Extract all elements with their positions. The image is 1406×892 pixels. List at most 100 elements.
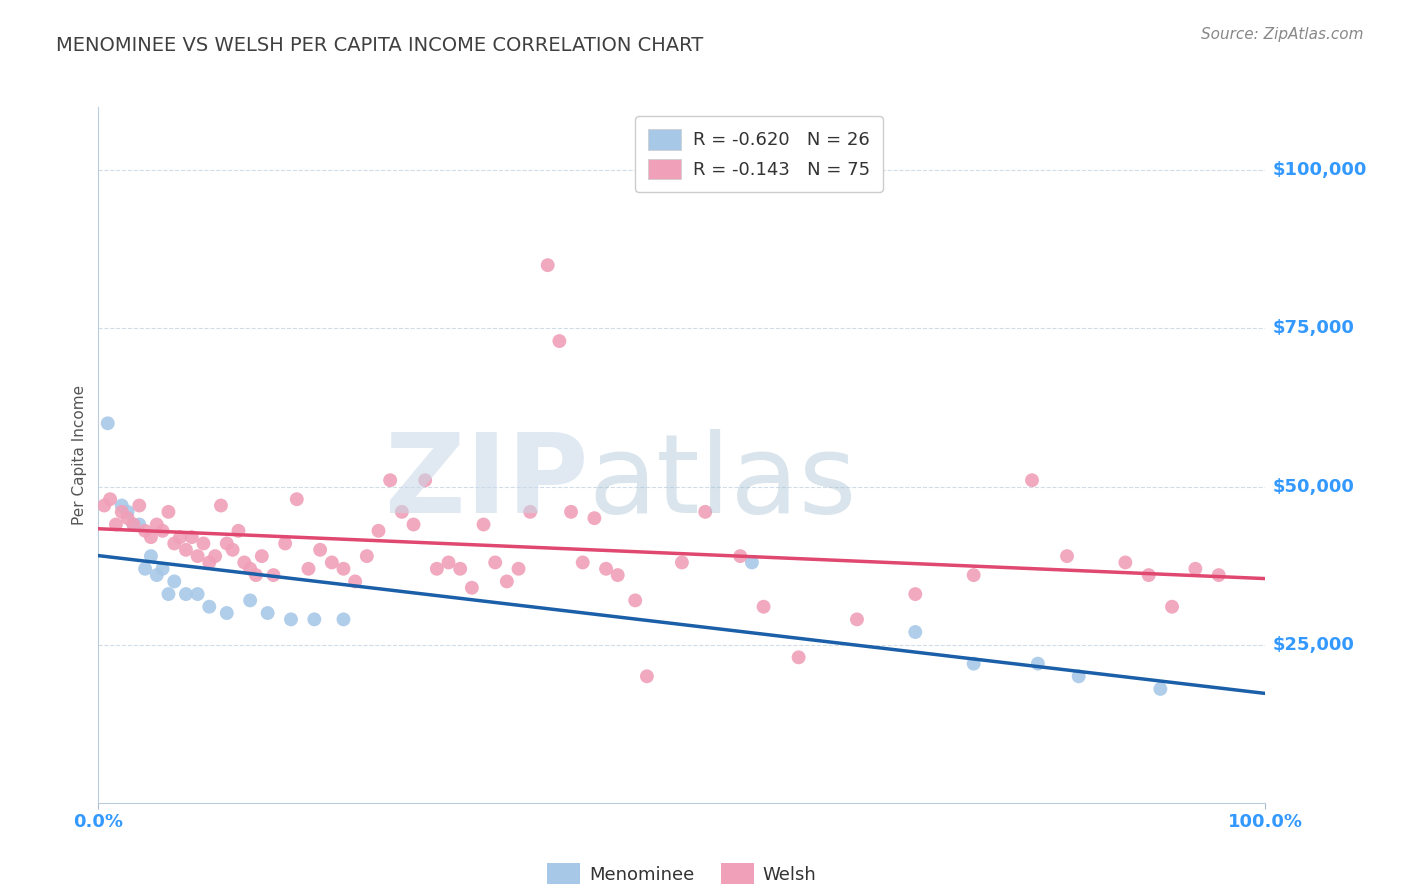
Point	[139, 530, 162, 544]
Point	[1137, 568, 1160, 582]
Point	[163, 536, 186, 550]
Point	[461, 581, 484, 595]
Point	[1026, 657, 1049, 671]
Text: $50,000: $50,000	[1272, 477, 1354, 496]
Text: $25,000: $25,000	[1272, 636, 1354, 654]
Point	[1149, 681, 1171, 696]
Point	[198, 599, 221, 614]
Point	[904, 625, 927, 640]
Point	[152, 524, 174, 538]
Point	[128, 517, 150, 532]
Legend: Menominee, Welsh: Menominee, Welsh	[540, 856, 824, 891]
Point	[204, 549, 226, 563]
Point	[152, 562, 174, 576]
Point	[309, 542, 332, 557]
Point	[139, 549, 162, 563]
Point	[198, 556, 221, 570]
Point	[157, 505, 180, 519]
Point	[209, 499, 232, 513]
Point	[962, 657, 984, 671]
Point	[1056, 549, 1078, 563]
Point	[1184, 562, 1206, 576]
Point	[250, 549, 273, 563]
Point	[332, 562, 354, 576]
Point	[285, 492, 308, 507]
Point	[606, 568, 628, 582]
Point	[122, 517, 145, 532]
Point	[262, 568, 284, 582]
Text: Source: ZipAtlas.com: Source: ZipAtlas.com	[1201, 27, 1364, 42]
Point	[548, 334, 571, 348]
Point	[274, 536, 297, 550]
Point	[508, 562, 530, 576]
Point	[624, 593, 647, 607]
Point	[187, 549, 209, 563]
Point	[239, 562, 262, 576]
Text: MENOMINEE VS WELSH PER CAPITA INCOME CORRELATION CHART: MENOMINEE VS WELSH PER CAPITA INCOME COR…	[56, 36, 703, 54]
Point	[344, 574, 367, 589]
Point	[228, 524, 250, 538]
Point	[519, 505, 541, 519]
Point	[595, 562, 617, 576]
Point	[245, 568, 267, 582]
Text: $100,000: $100,000	[1272, 161, 1367, 179]
Point	[163, 574, 186, 589]
Point	[560, 505, 582, 519]
Point	[367, 524, 389, 538]
Point	[280, 612, 302, 626]
Point	[187, 587, 209, 601]
Point	[537, 258, 560, 272]
Point	[111, 505, 134, 519]
Point	[1161, 599, 1184, 614]
Point	[787, 650, 810, 665]
Point	[671, 556, 693, 570]
Point	[472, 517, 495, 532]
Point	[169, 530, 191, 544]
Point	[117, 505, 139, 519]
Point	[146, 568, 169, 582]
Point	[1067, 669, 1090, 683]
Point	[437, 556, 460, 570]
Point	[583, 511, 606, 525]
Point	[413, 473, 436, 487]
Point	[962, 568, 984, 582]
Point	[495, 574, 517, 589]
Point	[256, 606, 278, 620]
Point	[845, 612, 868, 626]
Point	[304, 612, 326, 626]
Point	[215, 536, 238, 550]
Point	[449, 562, 471, 576]
Point	[297, 562, 319, 576]
Point	[402, 517, 425, 532]
Point	[571, 556, 593, 570]
Point	[221, 542, 243, 557]
Point	[1114, 556, 1136, 570]
Point	[752, 599, 775, 614]
Point	[426, 562, 449, 576]
Point	[233, 556, 256, 570]
Point	[146, 517, 169, 532]
Point	[157, 587, 180, 601]
Point	[356, 549, 378, 563]
Point	[239, 593, 262, 607]
Point	[128, 499, 150, 513]
Point	[1021, 473, 1043, 487]
Point	[104, 517, 127, 532]
Point	[134, 524, 156, 538]
Point	[122, 517, 145, 532]
Text: ZIP: ZIP	[385, 429, 589, 536]
Point	[904, 587, 927, 601]
Point	[174, 542, 197, 557]
Point	[636, 669, 658, 683]
Point	[174, 587, 197, 601]
Point	[93, 499, 115, 513]
Y-axis label: Per Capita Income: Per Capita Income	[72, 384, 87, 525]
Point	[134, 562, 156, 576]
Text: $75,000: $75,000	[1272, 319, 1354, 337]
Point	[484, 556, 506, 570]
Point	[215, 606, 238, 620]
Point	[321, 556, 343, 570]
Point	[332, 612, 354, 626]
Point	[193, 536, 215, 550]
Point	[1208, 568, 1230, 582]
